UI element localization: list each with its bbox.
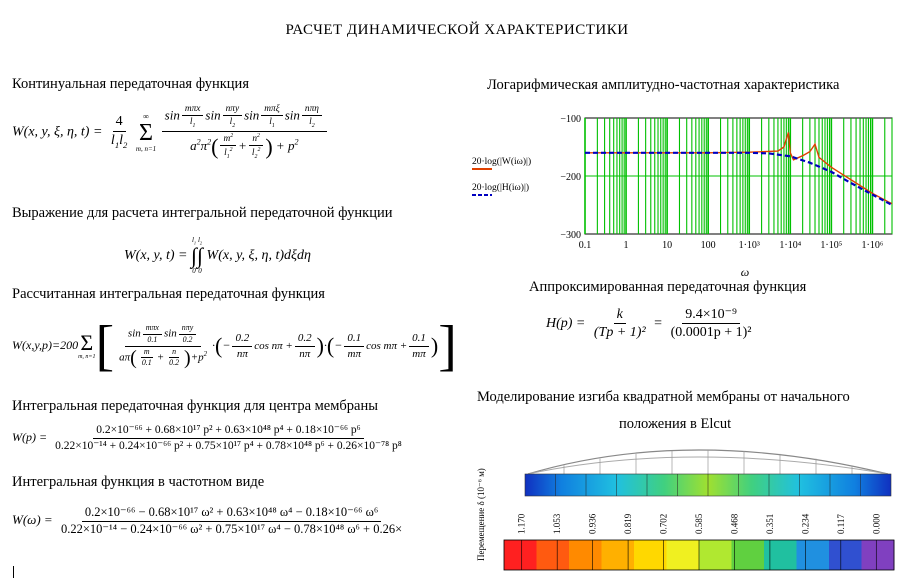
chart-xlabel: ω	[741, 265, 749, 279]
membrane-arc-inner	[527, 456, 889, 475]
formula-frequency: W(ω) = 0.2×10⁻⁶⁶ − 0.68×10¹⁷ ω² + 0.63×1…	[12, 505, 407, 537]
scale-value-label: 0.702	[659, 514, 669, 534]
scale-value-label: 0.585	[694, 513, 704, 534]
text-cursor	[13, 566, 14, 578]
scale-value-label: 1.053	[552, 513, 562, 534]
x-tick-label: 1	[624, 240, 629, 251]
scale-value-label: 0.000	[871, 513, 881, 534]
x-tick-label: 100	[701, 240, 716, 251]
series-line-2	[585, 151, 893, 206]
approx-num2: 9.4×10⁻⁹	[682, 307, 740, 325]
eq3-f1-num: 0.2	[232, 332, 253, 347]
approx-lhs: H(p) =	[546, 316, 586, 332]
membrane-ribs	[563, 450, 853, 474]
scale-cell	[731, 540, 765, 570]
membrane-strip-grid	[555, 474, 861, 496]
heading-approx: Аппроксимированная передаточная функция	[529, 279, 807, 295]
heading-continual: Континуальная передаточная функция	[12, 76, 249, 92]
x-tick-label: 1·10⁶	[861, 240, 883, 251]
x-tick-label: 1·10⁵	[820, 240, 842, 251]
x-tick-label: 10	[662, 240, 672, 251]
approx-den1: (Tp + 1)²	[593, 325, 646, 341]
scale-cell	[504, 540, 537, 570]
elcut-axis-label: Перемещение δ (10⁻⁶ м)	[476, 468, 486, 561]
legend-label-1: 20·log(|W(iω)|)	[472, 156, 531, 167]
eq3-f2-den: mπ	[347, 347, 361, 360]
formula-integral-expr: W(x, y, t) = l1 ∫ 0 l2 ∫ 0 W(x, y, ξ, η, t)d…	[124, 236, 311, 276]
scale-value-label: 1.170	[517, 513, 527, 534]
scale-value-label: 0.351	[765, 514, 775, 534]
y-tick-label: −300	[560, 230, 581, 241]
heading-lachx: Логарифмическая амплитудно-частотная хар…	[487, 77, 840, 93]
scale-cell	[764, 540, 797, 570]
legend-label-2: 20·log(|H(iω)|)	[472, 182, 529, 193]
membrane-arc-outer	[527, 449, 889, 475]
eq4-num: 0.2×10⁻⁶⁶ + 0.68×10¹⁷ p² + 0.63×10⁴⁸ p⁴ …	[93, 424, 364, 439]
eq5-den: 0.22×10⁻¹⁴ − 0.24×10⁻⁶⁶ ω² + 0.75×10¹⁷ ω…	[60, 521, 403, 536]
eq1-lhs: W(x, y, ξ, η, t) =	[12, 124, 103, 140]
eq4-lhs: W(p) =	[12, 429, 48, 444]
heading-center: Интегральная передаточная функция для це…	[12, 398, 378, 414]
scale-cell	[536, 540, 570, 570]
chart-legend: 20·log(|W(iω)|) 20·log(|H(iω)|)	[472, 156, 531, 196]
eq2-lhs: W(x, y, t) =	[124, 247, 188, 263]
elcut-color-scale: 1.170 1.053 0.936 0.819 0.702 0.585 0.468 0.351…	[503, 513, 895, 571]
scale-cell	[601, 540, 635, 570]
approx-num1: k	[613, 307, 626, 325]
scale-value-label: 0.234	[800, 513, 810, 534]
heading-integral-expr: Выражение для расчета интегральной перед…	[12, 205, 393, 221]
chart-x-ticks: 0.1 1 10 100 1·10³ 1·10⁴ 1·10⁵ 1·10⁶	[579, 240, 884, 251]
heading-elcut-1: Моделирование изгиба квадратной мембраны…	[477, 389, 850, 405]
page-title: РАСЧЕТ ДИНАМИЧЕСКОЙ ХАРАКТЕРИСТИКИ	[285, 22, 629, 38]
eq5-num: 0.2×10⁻⁶⁶ − 0.68×10¹⁷ ω² + 0.63×10⁴⁸ ω⁴ …	[81, 505, 382, 522]
chart-grid	[584, 117, 893, 235]
scale-value-label: 0.468	[729, 513, 739, 534]
lachx-chart: −100 −200 −300 0.1 1 10 100 1·10³ 1·10⁴ 1·10⁵ 1·1…	[472, 114, 893, 279]
scale-cell	[829, 540, 862, 570]
scale-cell	[634, 540, 667, 570]
eq4-den: 0.22×10⁻¹⁴ + 0.24×10⁻⁶⁶ p² + 0.75×10¹⁷ p…	[55, 439, 402, 452]
eq3-f1-den: nπ	[236, 347, 248, 360]
heading-elcut-2: положения в Elcut	[619, 416, 732, 432]
scale-cell	[861, 540, 895, 570]
chart-y-ticks: −100 −200 −300	[560, 114, 581, 241]
elcut-figure: Перемещение δ (10⁻⁶ м) 1.170 1.053 0.936 0.…	[476, 449, 895, 571]
x-tick-label: 1·10⁴	[779, 240, 801, 251]
scale-cell	[569, 540, 602, 570]
y-tick-label: −100	[560, 114, 581, 125]
scale-cell	[699, 540, 732, 570]
formula-center: W(p) = 0.2×10⁻⁶⁶ + 0.68×10¹⁷ p² + 0.63×1…	[12, 424, 407, 452]
eq1-coef-num: 4	[112, 114, 126, 132]
eq2-rhs: W(x, y, ξ, η, t)dξdη	[206, 247, 311, 263]
chart-series	[585, 132, 893, 206]
y-tick-label: −200	[560, 172, 581, 183]
series-line-1	[585, 132, 893, 205]
eq3-lhs: W(x,y,p)=200	[12, 337, 79, 352]
scale-value-label: 0.117	[836, 514, 846, 534]
heading-calculated: Рассчитанная интегральная передаточная ф…	[12, 286, 325, 302]
eq3-f2-num: 0.1	[344, 332, 365, 347]
eq5-lhs: W(ω) =	[12, 512, 53, 528]
approx-den2: (0.0001p + 1)²	[670, 325, 752, 341]
scale-cell	[796, 540, 830, 570]
x-tick-label: 0.1	[579, 240, 592, 251]
heading-frequency: Интегральная функция в частотном виде	[12, 474, 265, 490]
scale-cell	[666, 540, 700, 570]
scale-value-label: 0.819	[623, 513, 633, 534]
scale-value-label: 0.936	[588, 513, 598, 534]
x-tick-label: 1·10³	[739, 240, 760, 251]
formula-approx: H(p) = k (Tp + 1)² = 9.4×10⁻⁹ (0.0001p + 1…	[546, 307, 756, 341]
